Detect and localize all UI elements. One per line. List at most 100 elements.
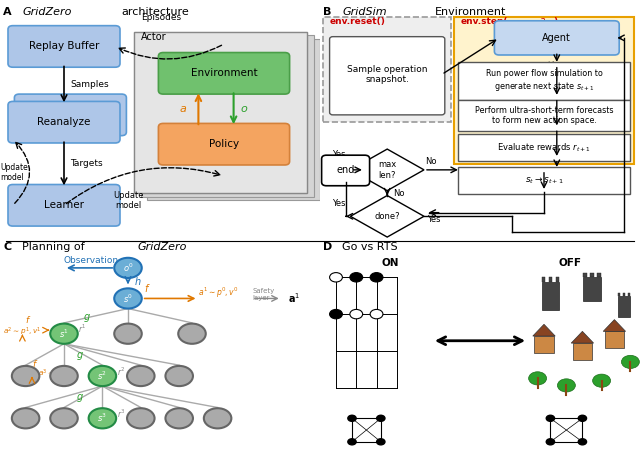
Circle shape xyxy=(350,309,363,319)
FancyBboxPatch shape xyxy=(14,94,127,136)
FancyBboxPatch shape xyxy=(573,343,592,360)
Polygon shape xyxy=(351,196,424,237)
Polygon shape xyxy=(604,320,626,331)
Text: GridSim: GridSim xyxy=(342,8,387,17)
Circle shape xyxy=(166,366,193,386)
Text: env.step(: env.step( xyxy=(461,17,508,26)
Text: a: a xyxy=(179,104,186,114)
Text: Samples: Samples xyxy=(70,80,109,89)
Circle shape xyxy=(115,324,142,344)
Polygon shape xyxy=(351,149,424,191)
FancyBboxPatch shape xyxy=(323,17,451,122)
FancyBboxPatch shape xyxy=(8,102,120,143)
Text: OFF: OFF xyxy=(558,258,581,268)
Text: g: g xyxy=(83,312,90,322)
Text: max
len?: max len? xyxy=(378,160,396,180)
Text: $a^1{\sim}p^0,v^0$: $a^1{\sim}p^0,v^0$ xyxy=(198,285,239,300)
FancyBboxPatch shape xyxy=(597,274,601,277)
FancyBboxPatch shape xyxy=(134,32,307,193)
Text: Replay Buffer: Replay Buffer xyxy=(29,41,99,51)
Circle shape xyxy=(593,374,611,387)
FancyBboxPatch shape xyxy=(322,155,370,186)
Text: Yes: Yes xyxy=(332,199,346,208)
Text: A: A xyxy=(3,8,12,17)
Text: Yes: Yes xyxy=(332,150,346,159)
FancyBboxPatch shape xyxy=(141,35,314,197)
Text: Evaluate rewards $r_{t+1}$: Evaluate rewards $r_{t+1}$ xyxy=(497,141,591,154)
FancyBboxPatch shape xyxy=(534,336,554,352)
FancyBboxPatch shape xyxy=(134,32,307,193)
Circle shape xyxy=(579,439,586,445)
Text: $\mathbf{a}^1$: $\mathbf{a}^1$ xyxy=(288,291,300,306)
Text: Update
model: Update model xyxy=(113,191,143,210)
Text: o: o xyxy=(240,104,247,114)
Circle shape xyxy=(330,273,342,282)
FancyBboxPatch shape xyxy=(623,292,625,296)
Text: ON: ON xyxy=(381,258,399,268)
Text: ): ) xyxy=(554,17,557,26)
Text: $r^3$: $r^3$ xyxy=(116,407,125,420)
FancyBboxPatch shape xyxy=(458,100,630,131)
FancyBboxPatch shape xyxy=(147,39,320,200)
Circle shape xyxy=(370,309,383,319)
Text: $o^0$: $o^0$ xyxy=(123,262,133,274)
Text: D: D xyxy=(323,242,332,252)
FancyBboxPatch shape xyxy=(159,53,290,94)
Polygon shape xyxy=(572,331,594,343)
Text: Episodes: Episodes xyxy=(141,13,181,22)
FancyBboxPatch shape xyxy=(556,277,559,282)
Circle shape xyxy=(621,355,639,368)
Circle shape xyxy=(51,408,78,429)
Circle shape xyxy=(166,408,193,429)
FancyBboxPatch shape xyxy=(583,274,587,277)
Circle shape xyxy=(51,366,78,386)
FancyBboxPatch shape xyxy=(458,63,630,100)
Text: Update
model: Update model xyxy=(0,163,28,182)
Text: Reanalyze: Reanalyze xyxy=(37,117,91,127)
Text: action $a_t$: action $a_t$ xyxy=(538,60,576,72)
Text: Safety
layer: Safety layer xyxy=(253,288,275,301)
Circle shape xyxy=(89,366,116,386)
Text: No: No xyxy=(425,157,436,166)
Text: Run power flow simulation to
generate next state $s_{t+1}$: Run power flow simulation to generate ne… xyxy=(486,69,602,93)
Text: $s^1$: $s^1$ xyxy=(59,328,69,340)
Text: Agent: Agent xyxy=(542,33,572,43)
FancyBboxPatch shape xyxy=(628,292,630,296)
Text: $a^2{\sim}p^1,v^1$: $a^2{\sim}p^1,v^1$ xyxy=(3,325,42,337)
Text: Actor: Actor xyxy=(141,31,166,42)
FancyBboxPatch shape xyxy=(548,277,552,282)
Text: Environment: Environment xyxy=(435,8,507,17)
Text: $s^3$: $s^3$ xyxy=(97,412,108,424)
FancyBboxPatch shape xyxy=(605,331,624,348)
Circle shape xyxy=(51,324,78,344)
FancyBboxPatch shape xyxy=(458,134,630,161)
Circle shape xyxy=(178,324,206,344)
Polygon shape xyxy=(532,324,556,336)
Circle shape xyxy=(330,309,342,319)
Text: $a^3{\sim}p^2,v^2$: $a^3{\sim}p^2,v^2$ xyxy=(38,368,77,380)
Text: Learner: Learner xyxy=(44,200,84,210)
Circle shape xyxy=(348,415,356,421)
FancyBboxPatch shape xyxy=(590,274,594,277)
Text: done?: done? xyxy=(374,212,400,221)
Text: f: f xyxy=(26,316,29,325)
Text: Go vs RTS: Go vs RTS xyxy=(342,242,398,252)
Text: env.reset(): env.reset() xyxy=(330,17,385,26)
FancyBboxPatch shape xyxy=(8,26,120,67)
FancyBboxPatch shape xyxy=(159,124,290,165)
Circle shape xyxy=(579,415,586,421)
Text: $r^2$: $r^2$ xyxy=(116,365,125,377)
Text: Perform ultra-short-term forecasts
to form new action space.: Perform ultra-short-term forecasts to fo… xyxy=(475,106,613,125)
Circle shape xyxy=(127,408,155,429)
Text: $s^2$: $s^2$ xyxy=(97,370,108,382)
Circle shape xyxy=(12,408,40,429)
Circle shape xyxy=(12,366,40,386)
FancyBboxPatch shape xyxy=(541,282,559,310)
Text: No: No xyxy=(394,188,405,197)
FancyBboxPatch shape xyxy=(330,37,445,115)
Text: Targets: Targets xyxy=(70,159,103,168)
Text: f: f xyxy=(144,284,147,294)
Text: Yes: Yes xyxy=(428,215,441,225)
FancyBboxPatch shape xyxy=(618,292,620,296)
Circle shape xyxy=(529,372,547,385)
